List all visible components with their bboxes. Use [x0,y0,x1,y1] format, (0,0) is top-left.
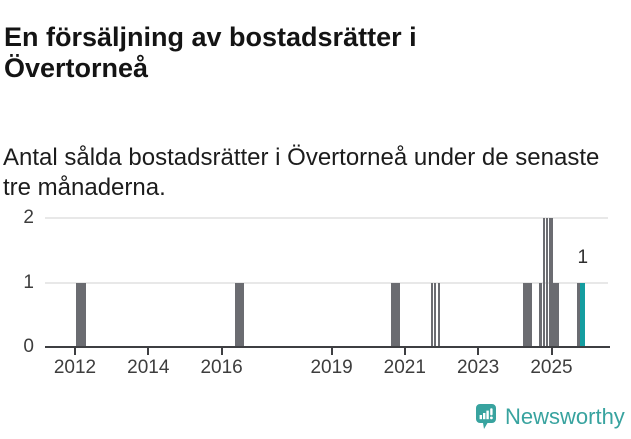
bar [235,282,244,347]
chart-title-line1: En försäljning av bostadsrätter i [4,22,417,53]
bar-chart: 0 1 2 1 2012 2014 2016 2019 2021 2023 2025 [0,200,631,390]
y-axis-label-0: 0 [23,336,34,357]
x-axis-label-2016: 2016 [200,357,243,378]
bar [545,218,548,347]
x-axis-label-2021: 2021 [383,357,426,378]
x-axis-line [45,346,610,348]
highlight-bar [580,282,586,347]
bar [430,282,434,347]
x-axis-label-2025: 2025 [530,357,573,378]
newsworthy-logo-text: Newsworthy [505,404,625,429]
newsworthy-logo[interactable]: Newsworthy [476,404,625,431]
x-axis-label-2012: 2012 [53,357,97,378]
x-axis-label-2019: 2019 [310,357,353,378]
bar [553,282,559,347]
x-axis-tick-2021 [403,348,406,355]
x-axis-tick-2014 [147,348,150,355]
chart-subtitle: Antal sålda bostadsrätter i Övertorneå u… [3,143,623,203]
x-axis-label-2014: 2014 [127,357,170,378]
y-axis-label-1: 1 [23,271,34,293]
x-axis-tick-2016 [220,348,223,355]
gridline-y2 [45,217,608,219]
x-axis-label-2023: 2023 [456,357,500,378]
bar [390,282,401,347]
bar [539,282,542,347]
x-axis-tick-2025 [550,348,553,355]
bar [522,282,533,347]
chart-subtitle-line2: tre månaderna. [3,174,166,201]
gridline-y1 [45,281,608,284]
chart-title: En försäljning av bostadsrätter i Övertor… [4,22,604,84]
bar [76,282,86,347]
bar [542,218,545,347]
chart-subtitle-line1: Antal sålda bostadsrätter i Övertorneå u… [3,144,600,171]
y-axis-label-2: 2 [23,207,34,228]
bar-value-label: 1 [577,246,589,268]
chart-title-line2: Övertorneå [4,53,149,84]
newsworthy-logo-icon [476,404,496,429]
bar [434,282,437,347]
x-axis-tick-2019 [330,348,333,355]
bar [577,282,581,347]
bar [548,218,553,347]
bar [438,282,441,347]
x-axis-tick-2023 [477,348,480,355]
x-axis-tick-2012 [74,348,76,355]
